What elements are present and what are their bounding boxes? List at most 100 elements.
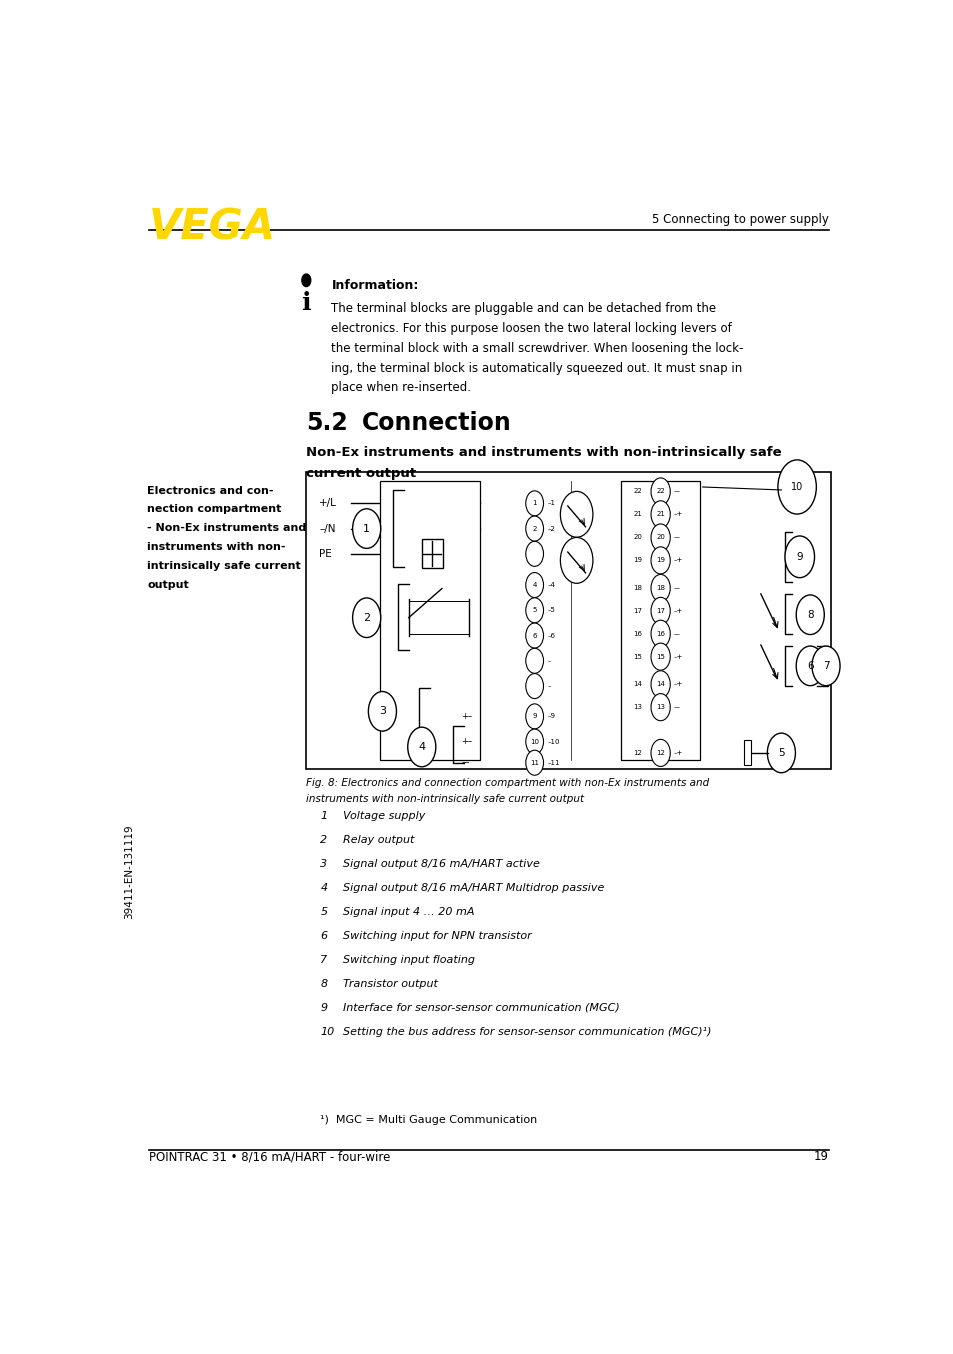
Text: 5.2: 5.2	[306, 410, 348, 435]
Text: –11: –11	[547, 760, 559, 766]
Circle shape	[650, 524, 670, 551]
Circle shape	[650, 620, 670, 647]
Circle shape	[777, 460, 816, 515]
Text: Switching input for NPN transistor: Switching input for NPN transistor	[342, 930, 531, 941]
Text: 13: 13	[656, 704, 664, 709]
Circle shape	[525, 490, 543, 516]
Circle shape	[650, 643, 670, 670]
Text: ––: ––	[673, 489, 680, 494]
Text: ––: ––	[673, 704, 680, 709]
Text: Signal output 8/16 mA/HART active: Signal output 8/16 mA/HART active	[342, 858, 538, 869]
Circle shape	[525, 673, 543, 699]
Text: current output: current output	[306, 467, 416, 479]
Circle shape	[368, 692, 396, 731]
Text: 19: 19	[656, 558, 664, 563]
Circle shape	[353, 598, 380, 638]
Text: 7: 7	[821, 661, 828, 670]
Text: - Non-Ex instruments and: - Non-Ex instruments and	[147, 523, 306, 533]
Text: Voltage supply: Voltage supply	[342, 811, 424, 821]
Text: ¹)  MGC = Multi Gauge Communication: ¹) MGC = Multi Gauge Communication	[320, 1116, 537, 1125]
Text: 5: 5	[778, 747, 784, 758]
Text: 8: 8	[806, 609, 813, 620]
Text: –+: –+	[673, 608, 682, 613]
Circle shape	[650, 597, 670, 624]
Text: 17: 17	[656, 608, 664, 613]
Text: 20: 20	[656, 535, 664, 540]
Text: –+: –+	[673, 750, 682, 756]
Text: 2: 2	[532, 525, 537, 532]
Circle shape	[525, 649, 543, 673]
Text: 1: 1	[532, 501, 537, 506]
Text: Fig. 8: Electronics and connection compartment with non-Ex instruments and: Fig. 8: Electronics and connection compa…	[306, 777, 709, 788]
Text: –+: –+	[673, 654, 682, 659]
Text: place when re-inserted.: place when re-inserted.	[331, 382, 471, 394]
Text: 6: 6	[320, 930, 327, 941]
FancyBboxPatch shape	[379, 481, 479, 761]
Circle shape	[525, 542, 543, 566]
Text: Signal output 8/16 mA/HART Multidrop passive: Signal output 8/16 mA/HART Multidrop pas…	[342, 883, 603, 892]
Text: POINTRAC 31 • 8/16 mA/HART - four-wire: POINTRAC 31 • 8/16 mA/HART - four-wire	[149, 1151, 390, 1163]
Text: 17: 17	[633, 608, 641, 613]
Text: –5: –5	[547, 608, 556, 613]
Circle shape	[796, 594, 823, 635]
Text: 5: 5	[320, 907, 327, 917]
Text: 15: 15	[633, 654, 641, 659]
Text: –4: –4	[547, 582, 556, 588]
Text: 4: 4	[320, 883, 327, 892]
Text: –6: –6	[547, 632, 556, 639]
Circle shape	[525, 728, 543, 754]
Text: 18: 18	[633, 585, 641, 590]
Text: 19: 19	[813, 1151, 828, 1163]
Text: 5: 5	[532, 608, 537, 613]
Text: 7: 7	[320, 955, 327, 965]
Text: 3: 3	[378, 707, 386, 716]
Text: 9: 9	[796, 552, 802, 562]
Circle shape	[796, 646, 823, 685]
Text: ––: ––	[673, 585, 680, 590]
Circle shape	[525, 750, 543, 776]
FancyBboxPatch shape	[742, 741, 750, 765]
Text: Switching input floating: Switching input floating	[342, 955, 474, 965]
Circle shape	[650, 739, 670, 766]
Text: 3: 3	[320, 858, 327, 869]
FancyBboxPatch shape	[620, 481, 700, 761]
Text: 21: 21	[633, 512, 641, 517]
Circle shape	[650, 501, 670, 528]
Text: ––: ––	[460, 758, 469, 768]
Circle shape	[301, 274, 311, 287]
Text: i: i	[301, 291, 311, 314]
Text: +/L: +/L	[319, 498, 337, 508]
Circle shape	[650, 547, 670, 574]
Text: –+: –+	[673, 512, 682, 517]
Circle shape	[525, 623, 543, 649]
Text: Signal input 4 … 20 mA: Signal input 4 … 20 mA	[342, 907, 474, 917]
Text: 22: 22	[633, 489, 641, 494]
Text: 22: 22	[656, 489, 664, 494]
Circle shape	[811, 646, 840, 685]
Text: –1: –1	[547, 501, 556, 506]
Text: Non-Ex instruments and instruments with non-intrinsically safe: Non-Ex instruments and instruments with …	[306, 445, 781, 459]
Text: The terminal blocks are pluggable and can be detached from the: The terminal blocks are pluggable and ca…	[331, 302, 716, 315]
Text: 15: 15	[656, 654, 664, 659]
Text: 19: 19	[633, 558, 641, 563]
Text: instruments with non-intrinsically safe current output: instruments with non-intrinsically safe …	[306, 795, 584, 804]
Text: 9: 9	[532, 714, 537, 719]
Text: 12: 12	[656, 750, 664, 756]
Text: 21: 21	[656, 512, 664, 517]
Text: 1: 1	[363, 524, 370, 533]
Text: 11: 11	[530, 760, 538, 766]
Circle shape	[650, 574, 670, 601]
Text: –9: –9	[547, 714, 556, 719]
Text: VEGA: VEGA	[149, 206, 275, 248]
Circle shape	[650, 478, 670, 505]
Text: Interface for sensor-sensor communication (MGC): Interface for sensor-sensor communicatio…	[342, 1003, 618, 1013]
Text: Connection: Connection	[361, 410, 511, 435]
Text: 9: 9	[320, 1003, 327, 1013]
Text: nection compartment: nection compartment	[147, 505, 281, 515]
Text: +–: +–	[460, 737, 472, 746]
Circle shape	[784, 536, 814, 578]
Text: –+: –+	[673, 558, 682, 563]
Text: 20: 20	[633, 535, 641, 540]
Circle shape	[559, 492, 593, 538]
Text: 16: 16	[656, 631, 664, 636]
